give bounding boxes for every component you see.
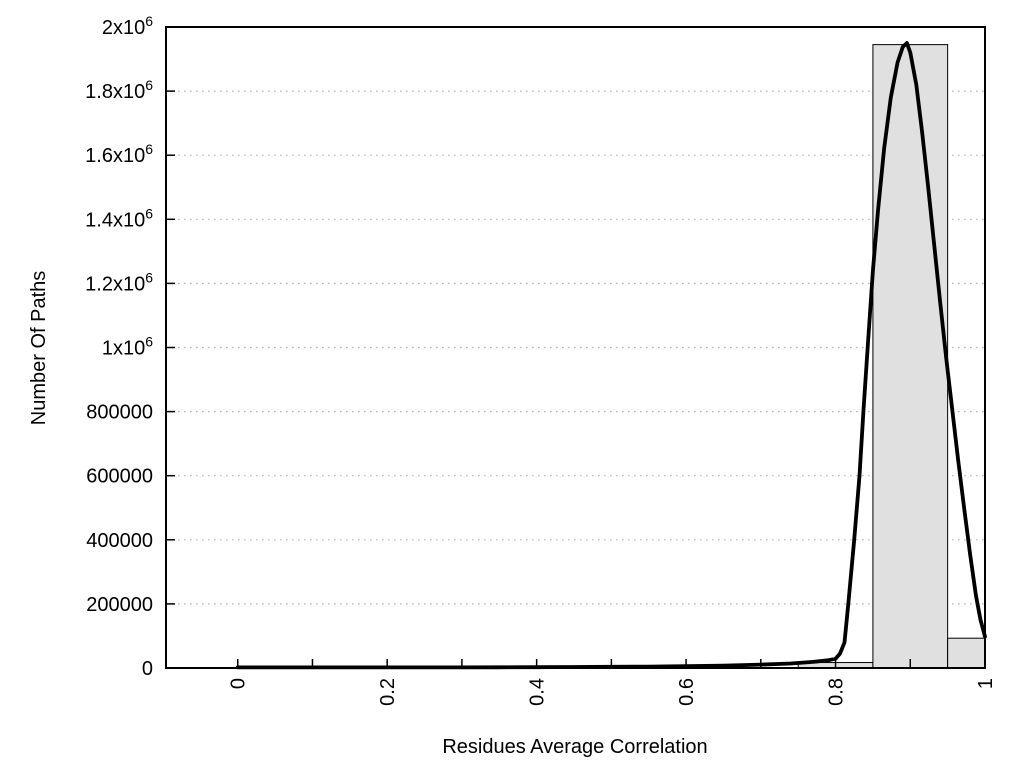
y-tick-label: 600000	[86, 466, 153, 488]
x-tick-label: 0.4	[527, 678, 549, 706]
x-tick-label: 1	[975, 678, 997, 689]
x-axis-title: Residues Average Correlation	[442, 736, 707, 758]
x-tick-label: 0	[228, 678, 250, 689]
y-tick-label: 1.2x106	[85, 269, 153, 295]
y-tick-label: 2x106	[102, 13, 153, 39]
y-tick-label: 1.6x106	[85, 141, 153, 167]
x-tick-label: 0.2	[377, 678, 399, 706]
y-tick-label: 800000	[86, 402, 153, 424]
gridlines-layer	[166, 90, 985, 605]
histogram-bar	[947, 637, 986, 669]
x-tick-label: 0.8	[826, 678, 848, 706]
y-axis-title: Number Of Paths	[28, 271, 50, 426]
y-tick-label: 1.8x106	[85, 77, 153, 103]
histogram-bars-layer	[797, 44, 986, 669]
y-tick-label: 1x106	[102, 334, 153, 360]
x-tick-label: 0.6	[676, 678, 698, 706]
axes-layer	[165, 26, 986, 669]
y-tick-label: 1.4x106	[85, 205, 153, 231]
tick-labels-layer: 0 200000 400000 600000 800000 1x106 1.2x106 1.4…	[85, 13, 997, 706]
y-tick-label: 0	[142, 658, 153, 680]
y-tick-label: 400000	[86, 530, 153, 552]
y-tick-label: 200000	[86, 594, 153, 616]
